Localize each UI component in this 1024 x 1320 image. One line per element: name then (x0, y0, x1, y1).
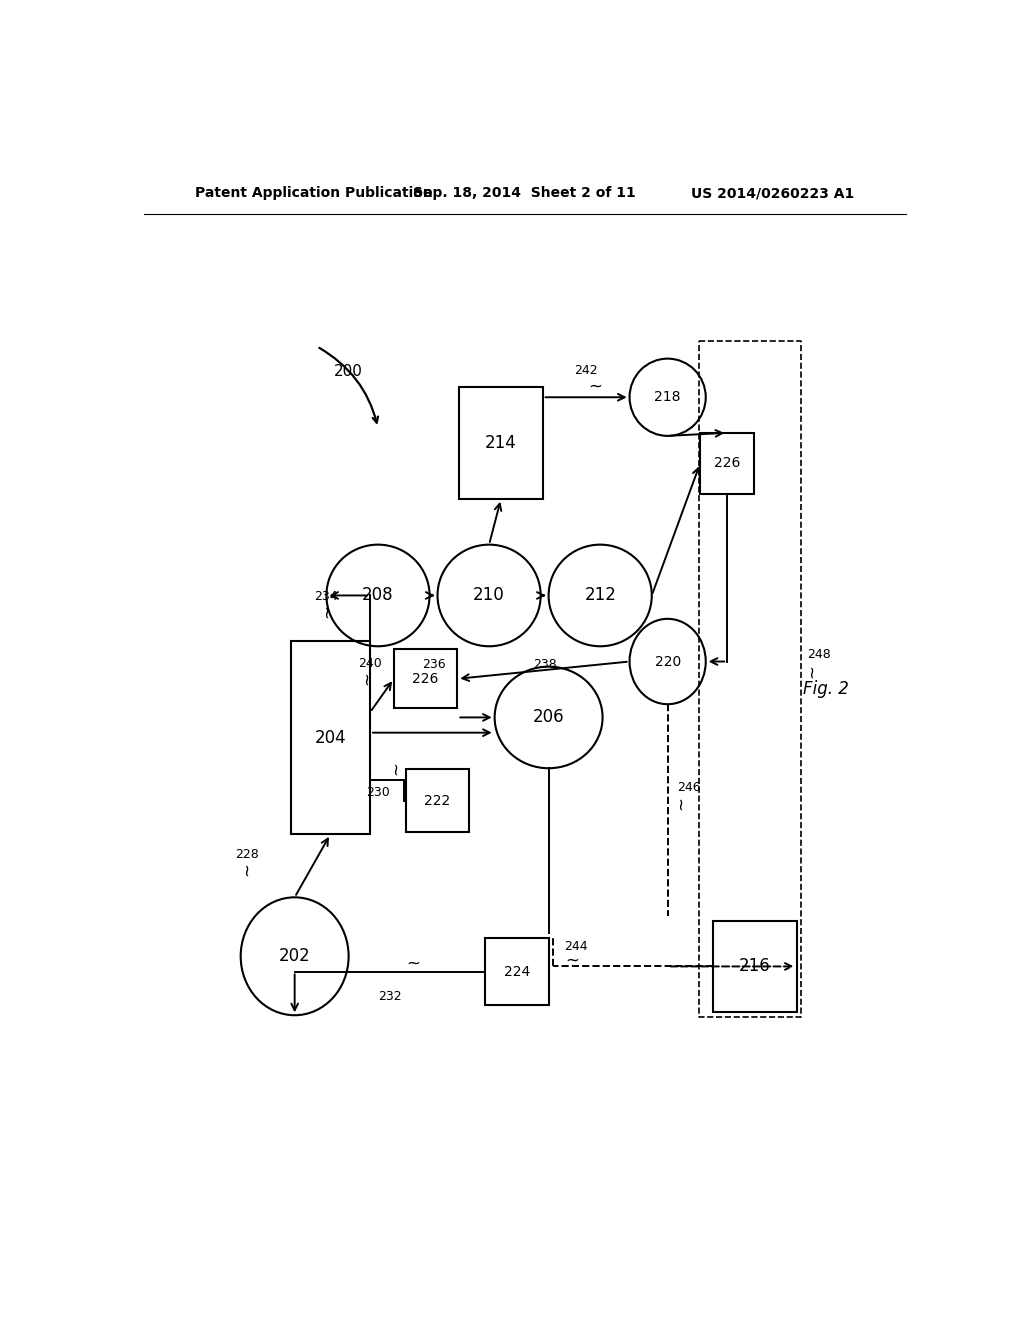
Text: 214: 214 (485, 434, 517, 451)
Text: 226: 226 (413, 672, 439, 686)
Text: 200: 200 (334, 364, 364, 379)
Text: ~: ~ (407, 954, 421, 973)
Text: 234: 234 (314, 590, 338, 603)
Text: ~: ~ (565, 952, 580, 969)
Text: 202: 202 (279, 948, 310, 965)
Text: 222: 222 (424, 793, 451, 808)
Text: 210: 210 (473, 586, 505, 605)
Text: ~: ~ (358, 672, 376, 685)
Text: 246: 246 (677, 781, 700, 795)
Text: 208: 208 (362, 586, 394, 605)
Text: 242: 242 (574, 364, 598, 378)
Bar (700, 433, 754, 494)
Bar (291, 642, 370, 834)
Text: 212: 212 (585, 586, 616, 605)
Text: ~: ~ (803, 664, 821, 678)
Text: 216: 216 (739, 957, 771, 975)
Text: 248: 248 (807, 648, 831, 661)
Text: ~: ~ (317, 605, 336, 618)
Bar (485, 939, 549, 1005)
Text: 220: 220 (654, 655, 681, 668)
Text: 206: 206 (532, 709, 564, 726)
Text: 224: 224 (504, 965, 530, 978)
Text: Fig. 2: Fig. 2 (804, 680, 849, 698)
Bar (714, 921, 797, 1012)
Text: 218: 218 (654, 391, 681, 404)
Text: 236: 236 (422, 659, 445, 672)
Text: 244: 244 (564, 940, 588, 953)
Text: ~: ~ (387, 762, 406, 775)
Text: 238: 238 (532, 659, 556, 672)
Text: 228: 228 (236, 847, 259, 861)
Text: Patent Application Publication: Patent Application Publication (196, 186, 433, 201)
Text: 204: 204 (314, 729, 346, 747)
Text: Sep. 18, 2014  Sheet 2 of 11: Sep. 18, 2014 Sheet 2 of 11 (414, 186, 636, 201)
Text: ~: ~ (672, 796, 689, 810)
Text: ~: ~ (238, 862, 256, 876)
Text: ~: ~ (589, 378, 603, 395)
Text: 226: 226 (714, 457, 740, 470)
Bar (394, 649, 458, 709)
Text: 240: 240 (358, 657, 382, 671)
Text: US 2014/0260223 A1: US 2014/0260223 A1 (691, 186, 854, 201)
Bar (406, 770, 469, 833)
Bar (460, 387, 543, 499)
Text: 232: 232 (378, 990, 401, 1003)
Text: 230: 230 (367, 785, 390, 799)
